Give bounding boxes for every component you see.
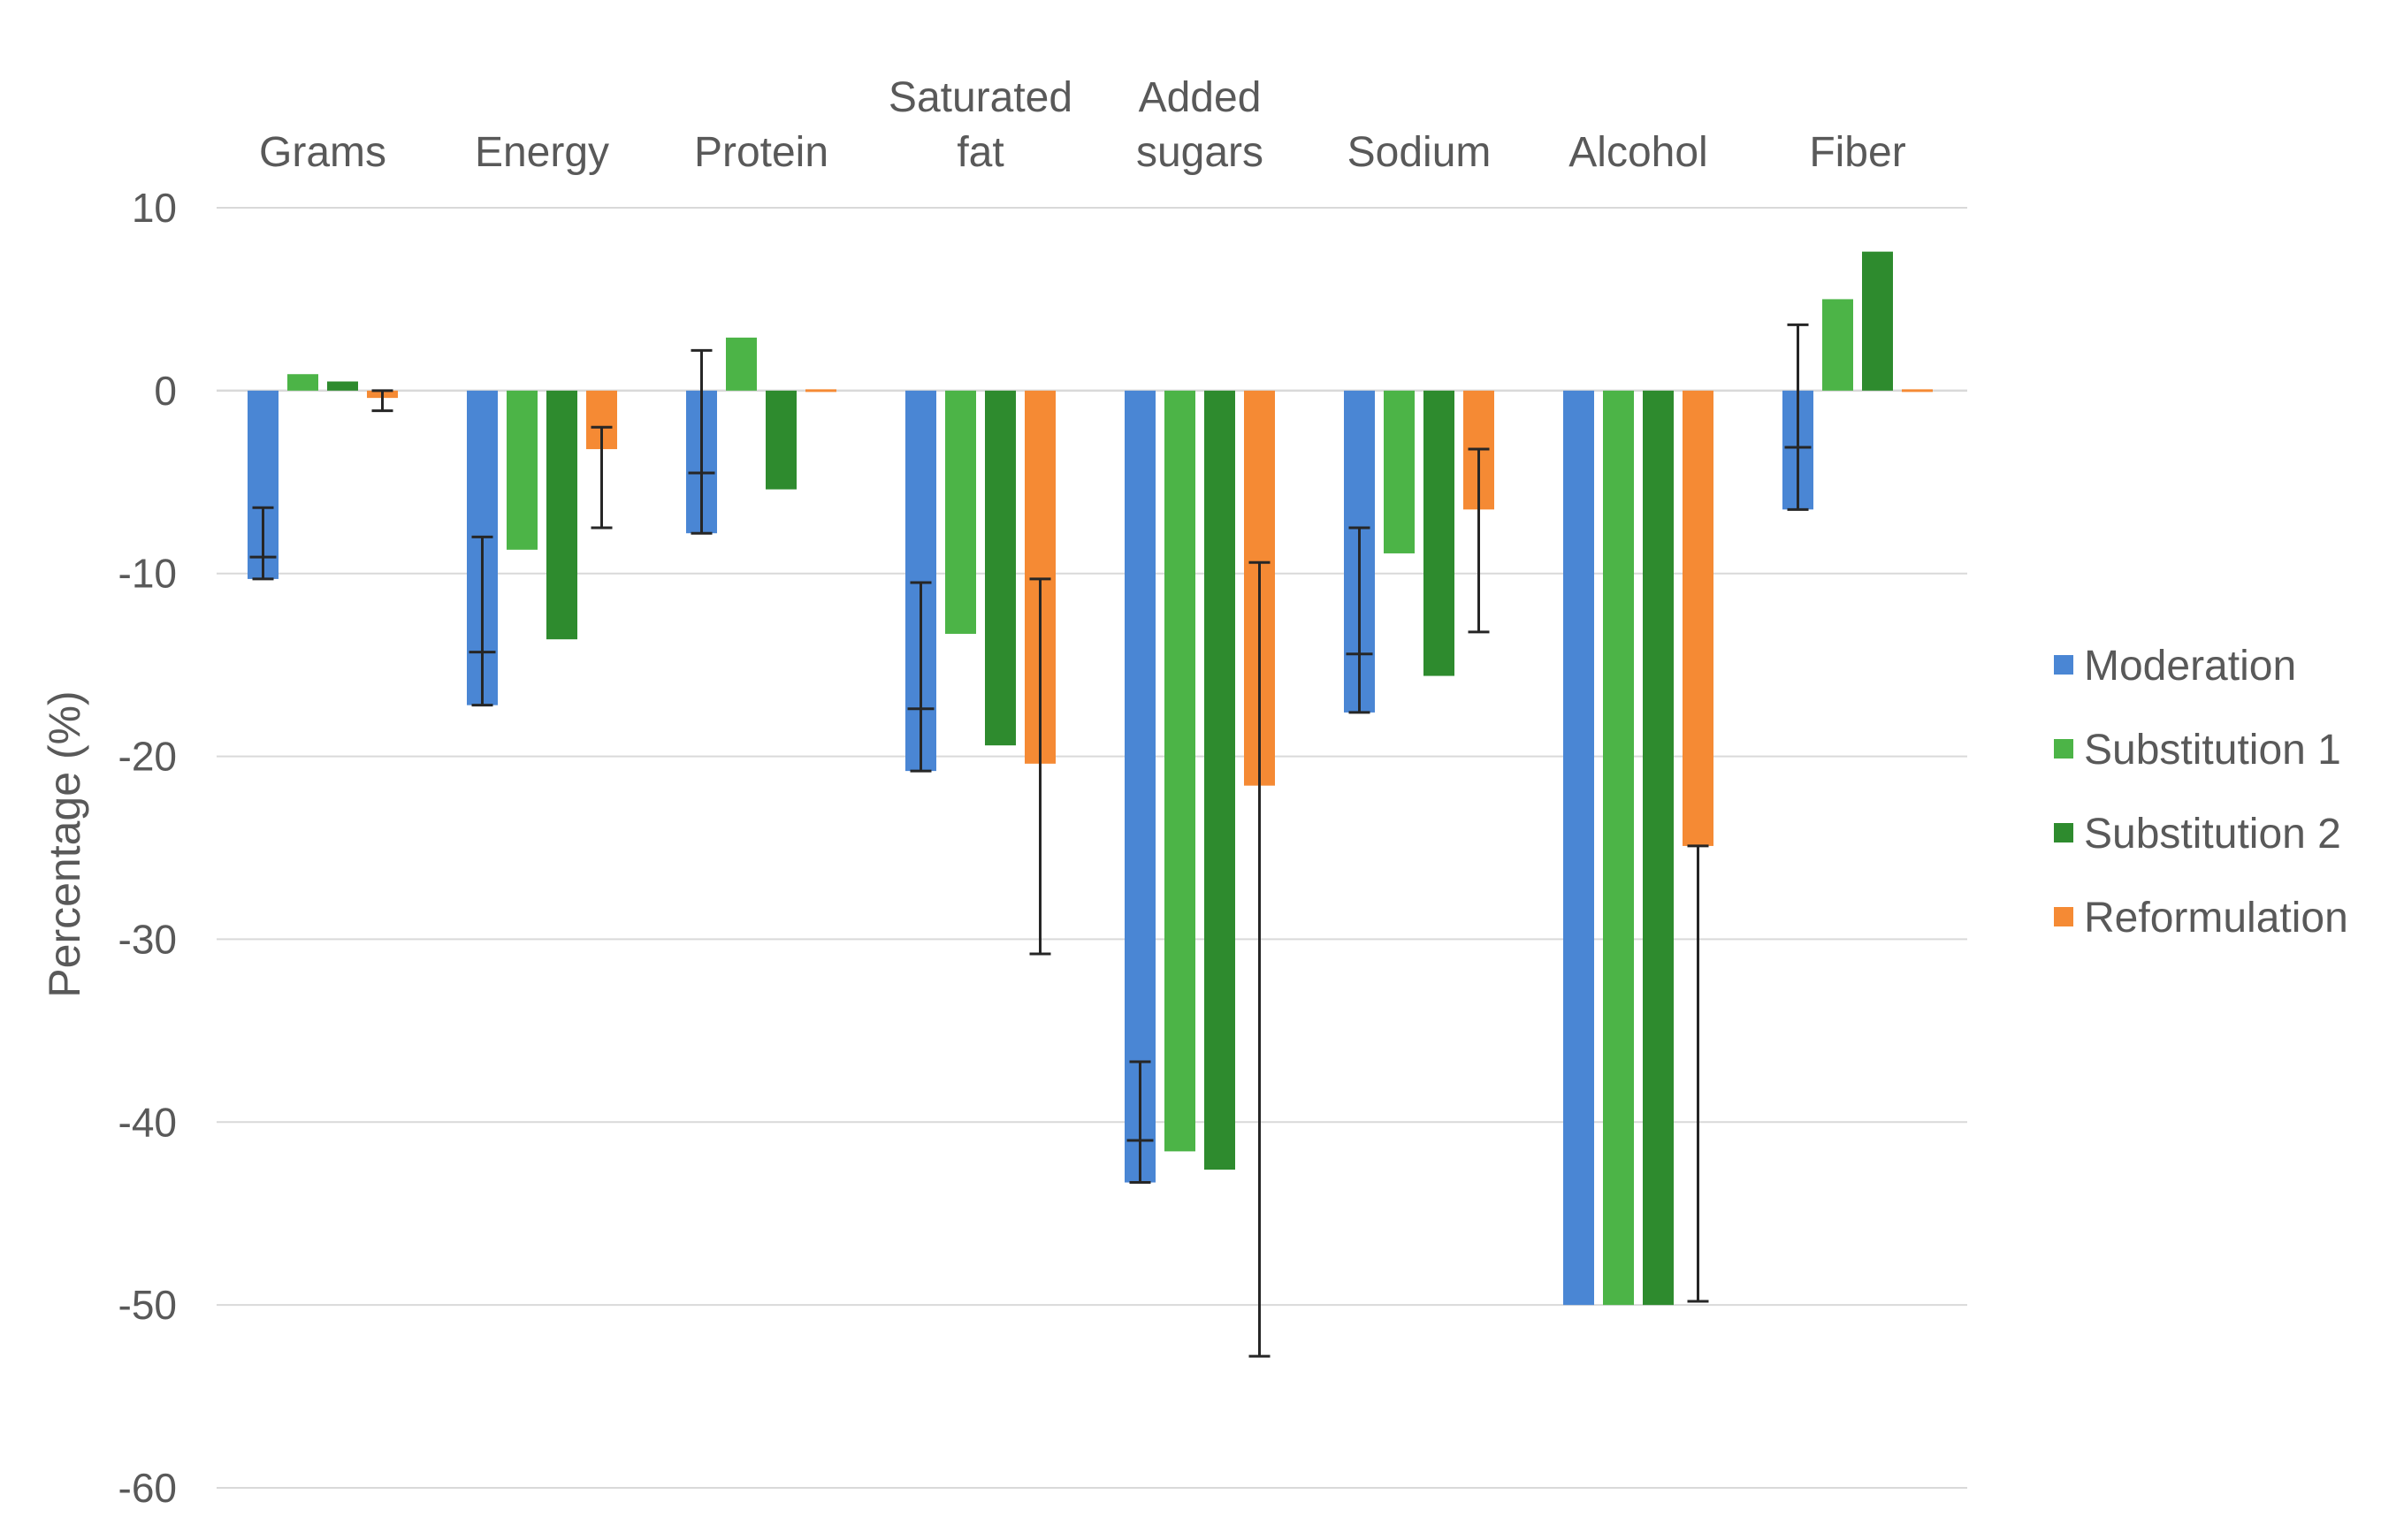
bar	[805, 389, 836, 393]
legend-swatch	[2054, 655, 2073, 675]
bar	[1164, 390, 1195, 1152]
y-tick-label: -30	[118, 916, 177, 962]
legend-label: Substitution 2	[2084, 811, 2341, 858]
bar	[766, 390, 797, 490]
category-labels: Grams Energy Protein Saturated fat Added sugar…	[259, 74, 1906, 176]
bar	[546, 390, 577, 640]
bar	[1204, 390, 1235, 1170]
category-label: Grams	[259, 129, 386, 176]
legend-label: Reformulation	[2084, 895, 2348, 942]
y-tick-label: -10	[118, 551, 177, 597]
y-tick-label: 10	[132, 185, 177, 231]
bar	[726, 337, 757, 391]
bar	[1862, 251, 1893, 391]
bar	[327, 381, 358, 391]
bar	[1423, 390, 1454, 676]
bar	[945, 390, 976, 634]
bar	[287, 374, 318, 391]
category-label: fat	[957, 129, 1004, 176]
category-label: Alcohol	[1568, 129, 1707, 176]
y-tick-label: -20	[118, 734, 177, 780]
y-tick-label: 0	[154, 368, 177, 414]
bar	[1125, 390, 1156, 1183]
bar	[1563, 390, 1594, 1306]
y-axis-tick-labels: 10 0 -10 -20 -30 -40 -50 -60	[118, 185, 177, 1511]
bar	[1643, 390, 1674, 1306]
error-bars	[249, 323, 1812, 1358]
legend-swatch	[2054, 739, 2073, 759]
bar	[1384, 390, 1415, 553]
legend-label: Substitution 1	[2084, 727, 2341, 774]
y-tick-label: -50	[118, 1282, 177, 1328]
y-axis-title: Percentage (%)	[40, 690, 89, 997]
legend-swatch	[2054, 907, 2073, 926]
category-label: Added	[1139, 74, 1262, 121]
y-tick-label: -40	[118, 1099, 177, 1145]
category-label: Fiber	[1809, 129, 1905, 176]
bar	[507, 390, 538, 550]
legend-label: Moderation	[2084, 643, 2296, 690]
bar	[1902, 389, 1933, 393]
category-label: Saturated	[889, 74, 1072, 121]
bars	[248, 251, 1933, 1306]
category-label: Energy	[475, 129, 609, 176]
bar	[1683, 390, 1713, 846]
category-label: Protein	[694, 129, 828, 176]
category-label: Sodium	[1347, 129, 1492, 176]
bar	[1603, 390, 1634, 1306]
legend-swatch	[2054, 823, 2073, 842]
legend: Moderation Substitution 1 Substitution 2 Re…	[2054, 643, 2348, 942]
category-label: sugars	[1136, 129, 1263, 176]
y-tick-label: -60	[118, 1465, 177, 1511]
bar	[985, 390, 1016, 746]
bar	[1822, 299, 1853, 391]
